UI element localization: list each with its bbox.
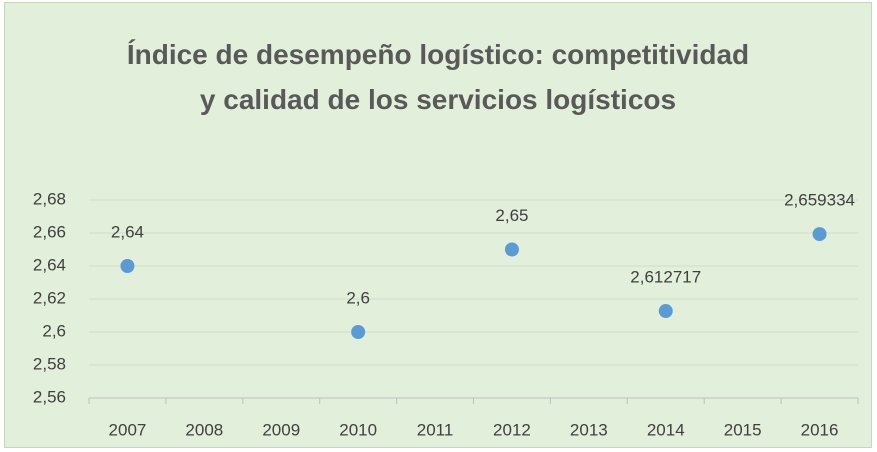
- x-tick-label: 2016: [801, 420, 839, 439]
- data-point: [351, 325, 366, 339]
- y-tick-label: 2,66: [33, 222, 66, 241]
- y-tick-label: 2,64: [33, 255, 66, 274]
- x-tick-label: 2012: [493, 420, 531, 439]
- data-point: [658, 304, 673, 319]
- x-tick-label: 2015: [724, 420, 762, 439]
- x-tick-label: 2014: [647, 420, 685, 439]
- data-label: 2,659334: [784, 191, 855, 210]
- y-tick-label: 2,58: [33, 354, 66, 373]
- y-tick-label: 2,6: [42, 321, 66, 340]
- data-label: 2,64: [111, 222, 144, 241]
- chart-title: Índice de desempeño logístico: competiti…: [126, 39, 750, 115]
- data-point: [812, 227, 827, 242]
- data-point: [120, 259, 135, 273]
- y-tick-label: 2,56: [33, 387, 66, 406]
- data-label: 2,65: [495, 206, 528, 225]
- y-tick-label: 2,68: [33, 189, 66, 208]
- data-label: 2,612717: [630, 268, 701, 287]
- x-tick-label: 2011: [417, 420, 454, 439]
- chart-background: [4, 2, 872, 448]
- x-tick-label: 2007: [109, 420, 147, 439]
- x-tick-label: 2010: [339, 420, 377, 439]
- data-label: 2,6: [346, 288, 370, 307]
- x-tick-label: 2008: [185, 420, 223, 439]
- x-tick-label: 2013: [570, 420, 608, 439]
- y-tick-label: 2,62: [33, 288, 66, 307]
- x-tick-label: 2009: [262, 420, 300, 439]
- data-point: [504, 242, 519, 257]
